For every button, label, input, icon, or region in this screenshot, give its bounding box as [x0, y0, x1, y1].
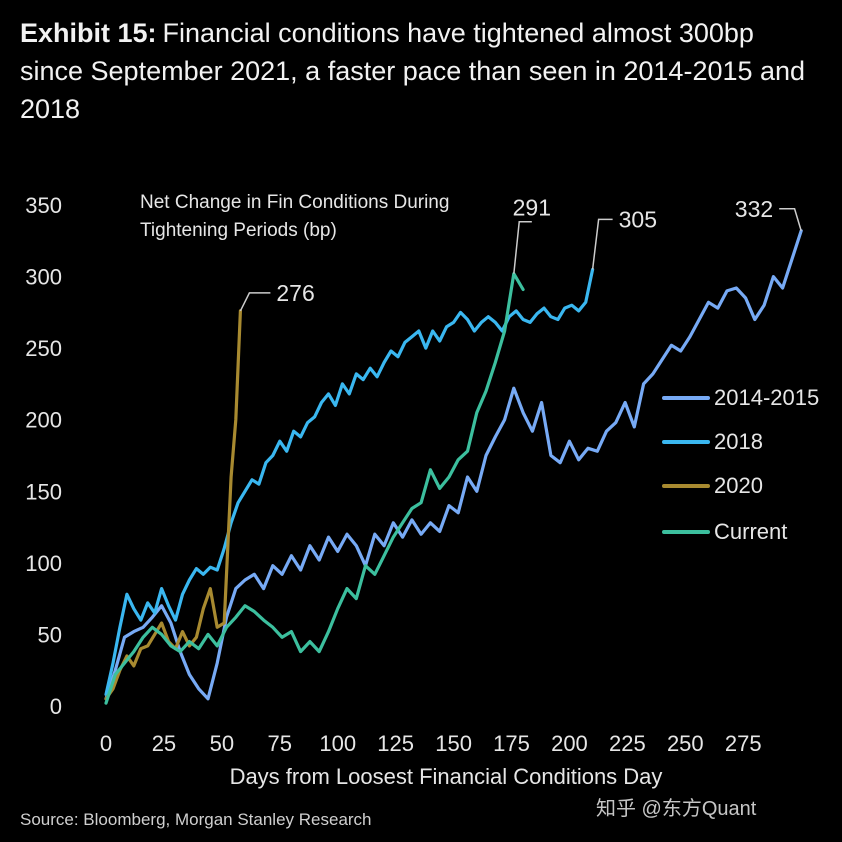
x-tick-label: 275: [725, 731, 762, 756]
x-tick-label: 200: [551, 731, 588, 756]
x-tick-label: 175: [493, 731, 530, 756]
x-tick-label: 125: [377, 731, 414, 756]
y-tick-label: 100: [25, 551, 62, 576]
x-tick-label: 50: [210, 731, 234, 756]
end-label-leader: [239, 292, 271, 312]
y-tick-label: 150: [25, 479, 62, 504]
series-line-2014-2015: [104, 229, 803, 701]
series-line-current: [104, 272, 525, 705]
chart-title: Exhibit 15: Financial conditions have tig…: [20, 14, 820, 128]
watermark: 知乎 @东方Quant: [596, 798, 757, 820]
end-label: 332: [735, 196, 773, 222]
end-label-leader: [779, 208, 802, 231]
y-tick-label: 350: [25, 193, 62, 218]
x-tick-label: 250: [667, 731, 704, 756]
chart-subtitle-line-1: Net Change in Fin Conditions During: [140, 192, 449, 213]
y-tick-label: 250: [25, 336, 62, 361]
x-axis-label: Days from Loosest Financial Conditions D…: [230, 764, 663, 789]
legend-label: 2014-2015: [714, 385, 819, 410]
x-tick-label: 150: [435, 731, 472, 756]
x-tick-label: 0: [100, 731, 112, 756]
legend-label: 2020: [714, 473, 763, 498]
y-tick-label: 50: [38, 622, 62, 647]
x-tick-label: 225: [609, 731, 646, 756]
y-tick-label: 200: [25, 408, 62, 433]
headline: Financial conditions have tightened almo…: [20, 18, 806, 124]
end-label: 291: [513, 195, 551, 221]
chart-subtitle-line-2: Tightening Periods (bp): [140, 220, 337, 241]
end-label: 305: [619, 206, 657, 232]
legend-label: 2018: [714, 429, 763, 454]
x-tick-label: 75: [268, 731, 292, 756]
x-tick-label: 25: [152, 731, 176, 756]
source-note: Source: Bloomberg, Morgan Stanley Resear…: [20, 810, 372, 829]
end-label-leader: [513, 220, 532, 274]
series-line-2018: [104, 267, 595, 697]
y-tick-label: 0: [50, 694, 62, 719]
exhibit-label: Exhibit 15:: [20, 18, 157, 48]
end-label: 276: [276, 280, 314, 306]
y-tick-label: 300: [25, 265, 62, 290]
end-label-leader: [591, 218, 613, 270]
legend-label: Current: [714, 519, 787, 544]
x-tick-label: 100: [319, 731, 356, 756]
